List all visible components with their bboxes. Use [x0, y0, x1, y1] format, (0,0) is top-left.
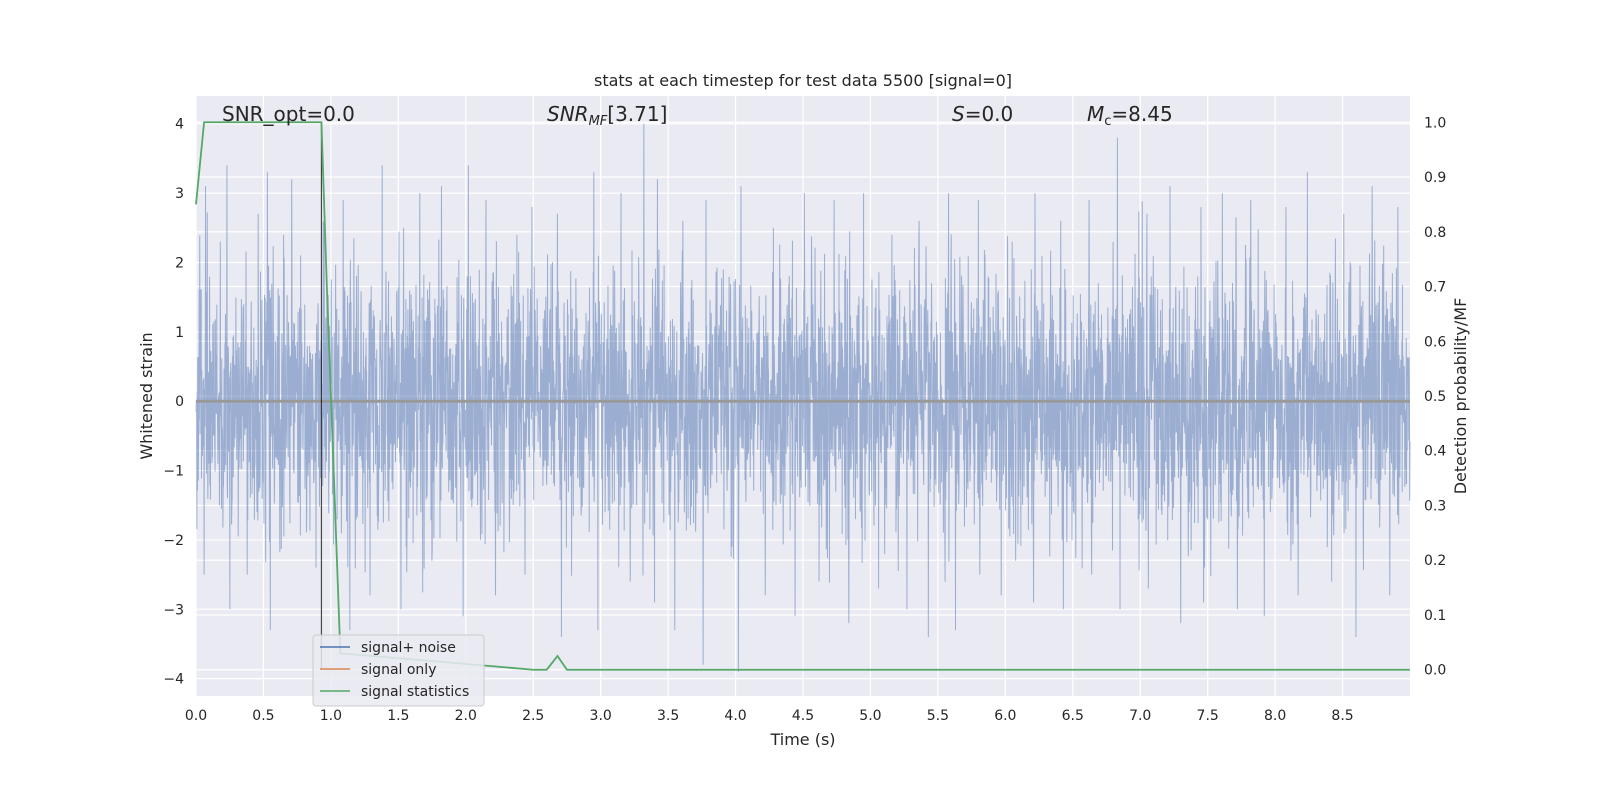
y2-axis-label: Detection probability/MF [1451, 298, 1470, 495]
y-axis-label: Whitened strain [137, 332, 156, 459]
y-tick-label: −2 [163, 533, 184, 549]
y2-tick-label: 0.3 [1424, 498, 1446, 514]
x-tick-label: 8.0 [1264, 708, 1286, 724]
x-tick-label: 2.5 [522, 708, 544, 724]
y-tick-label: −1 [163, 464, 184, 480]
y2-tick-label: 0.4 [1424, 444, 1446, 460]
y-tick-label: −3 [163, 602, 184, 618]
x-tick-label: 5.5 [927, 708, 949, 724]
x-tick-label: 7.5 [1197, 708, 1219, 724]
x-tick-label: 0.0 [185, 708, 207, 724]
y-tick-label: 0 [175, 394, 184, 410]
x-tick-label: 6.5 [1062, 708, 1084, 724]
y-tick-label: 2 [175, 255, 184, 271]
y-tick-label: 4 [175, 117, 184, 133]
y-tick-label: 1 [175, 325, 184, 341]
y2-tick-label: 0.1 [1424, 608, 1446, 624]
legend-label-signal: signal only [361, 662, 436, 678]
x-tick-label: 8.5 [1331, 708, 1353, 724]
series-signal-plus-noise-line [195, 123, 1411, 672]
x-axis-label: Time (s) [769, 730, 835, 749]
x-tick-label: 1.5 [387, 708, 409, 724]
x-tick-labels: 0.0 0.5 1.0 1.5 2.0 2.5 3.0 3.5 4.0 4.5 5.0 5.5 6.0 6… [185, 708, 1354, 724]
y2-tick-label: 0.5 [1424, 389, 1446, 405]
chart-title: stats at each timestep for test data 550… [594, 71, 1012, 90]
x-tick-label: 6.0 [994, 708, 1016, 724]
legend-label-noise: signal+ noise [361, 640, 456, 656]
annotation-snr-opt: SNR_opt=0.0 [222, 102, 355, 126]
y-tick-label: 3 [175, 186, 184, 202]
x-tick-label: 2.0 [455, 708, 477, 724]
annotation-mc-value: =8.45 [1111, 102, 1172, 126]
y-tick-labels: 4 3 2 1 0 −1 −2 −3 −4 [163, 117, 184, 688]
x-tick-label: 3.5 [657, 708, 679, 724]
y2-tick-labels: 1.0 0.9 0.8 0.7 0.6 0.5 0.4 0.3 0.2 0.1 0.0 [1424, 115, 1446, 678]
x-tick-label: 4.5 [792, 708, 814, 724]
y2-tick-label: 1.0 [1424, 115, 1446, 131]
annotation-snr-mf-value: [3.71] [607, 102, 667, 126]
annotation-s-value: =0.0 [965, 102, 1014, 126]
y2-tick-label: 0.9 [1424, 170, 1446, 186]
x-tick-label: 4.0 [724, 708, 746, 724]
legend: signal+ noise signal only signal statist… [312, 634, 485, 707]
y-tick-label: −4 [163, 672, 184, 688]
annotation-mc: Mc=8.45 [1087, 102, 1173, 129]
annotation-s: S=0.0 [952, 102, 1013, 126]
x-tick-label: 3.0 [590, 708, 612, 724]
y2-tick-label: 0.2 [1424, 553, 1446, 569]
y2-tick-label: 0.6 [1424, 334, 1446, 350]
annotation-snr-mf: SNRMF[3.71] [547, 102, 667, 129]
legend-box [312, 634, 485, 707]
x-tick-label: 5.0 [859, 708, 881, 724]
x-tick-label: 7.0 [1129, 708, 1151, 724]
y2-tick-label: 0.0 [1424, 663, 1446, 679]
x-tick-label: 1.0 [320, 708, 342, 724]
x-tick-label: 0.5 [252, 708, 274, 724]
legend-label-stats: signal statistics [361, 684, 469, 700]
y2-tick-label: 0.8 [1424, 225, 1446, 241]
y2-tick-label: 0.7 [1424, 280, 1446, 296]
